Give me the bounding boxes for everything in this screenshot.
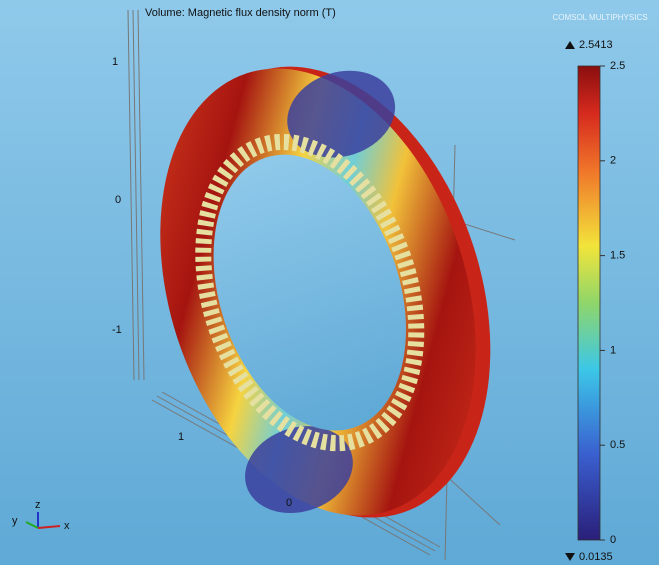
logo: COMSOL MULTIPHYSICS	[552, 13, 647, 22]
triad-label: x	[64, 520, 70, 532]
x-tick-label: 0	[286, 497, 292, 509]
colorbar-tick-label: 2.5	[610, 60, 625, 72]
plot-title: Volume: Magnetic flux density norm (T)	[145, 7, 336, 19]
colorbar-tick-label: 0.5	[610, 439, 625, 451]
triad-label: y	[12, 515, 18, 527]
z-tick-label: 0	[115, 194, 121, 206]
triad-label: z	[35, 499, 41, 511]
colorbar-tick-label: 1.5	[610, 250, 625, 262]
x-tick-label: 1	[178, 431, 184, 443]
z-tick-label: -1	[112, 324, 122, 336]
colorbar-tick-label: 2	[610, 155, 616, 167]
z-tick-label: 1	[112, 56, 118, 68]
colorbar-max: 2.5413	[579, 39, 613, 51]
colorbar	[578, 66, 600, 540]
colorbar-tick-label: 1	[610, 344, 616, 356]
colorbar-min: 0.0135	[579, 551, 613, 563]
graphics-window: Volume: Magnetic flux density norm (T) C…	[0, 0, 659, 565]
colorbar-tick-label: 0	[610, 534, 616, 546]
